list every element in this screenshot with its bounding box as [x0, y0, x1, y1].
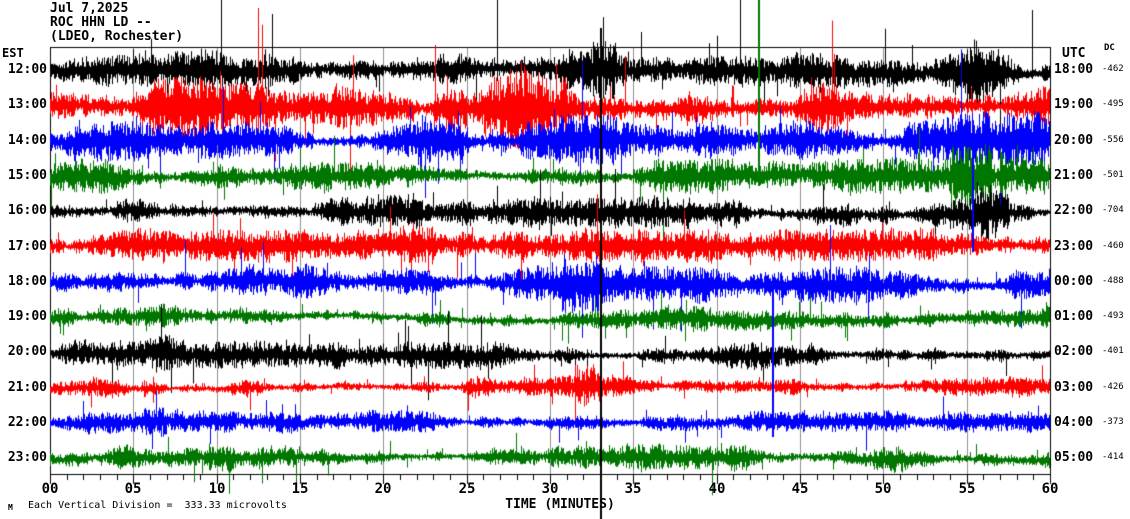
x-tick-label: 30	[541, 481, 559, 497]
dc-value: -704	[1102, 205, 1124, 216]
est-hour-label: 23:00	[7, 450, 47, 466]
utc-hour-label: 21:00	[1054, 167, 1094, 183]
est-hour-label: 16:00	[7, 203, 47, 219]
scale-note: Each Vertical Division = 333.33 microvol…	[28, 500, 287, 511]
dc-value: -501	[1102, 169, 1124, 180]
utc-hour-label: 05:00	[1054, 450, 1094, 466]
dc-value: -556	[1102, 134, 1124, 145]
utc-hour-label: 22:00	[1054, 203, 1094, 219]
dc-axis-label: DC	[1104, 43, 1115, 53]
x-tick-label: 50	[874, 481, 892, 497]
x-tick-label: 60	[1041, 481, 1059, 497]
x-tick-label: 45	[791, 481, 809, 497]
x-tick-label: 20	[374, 481, 392, 497]
utc-hour-label: 03:00	[1054, 379, 1094, 395]
est-hour-label: 15:00	[7, 167, 47, 183]
utc-hour-label: 20:00	[1054, 132, 1094, 148]
dc-value: -426	[1102, 381, 1124, 392]
title-station: ROC HHN LD --	[50, 15, 152, 30]
utc-hour-label: 02:00	[1054, 344, 1094, 360]
est-hour-label: 21:00	[7, 379, 47, 395]
logo-mark: M	[8, 503, 13, 512]
utc-hour-label: 04:00	[1054, 415, 1094, 430]
x-tick-label: 40	[708, 481, 726, 497]
utc-axis-label: UTC	[1062, 46, 1086, 61]
x-tick-label: 55	[958, 481, 976, 497]
dc-value: -373	[1102, 417, 1124, 427]
x-tick-label: 00	[41, 481, 59, 497]
est-axis-label: EST	[2, 46, 24, 60]
x-tick-label: 35	[624, 481, 642, 497]
utc-hour-label: 19:00	[1054, 97, 1094, 113]
est-hour-label: 19:00	[7, 309, 47, 325]
x-tick-label: 10	[208, 481, 226, 497]
dc-value: -462	[1102, 64, 1124, 74]
est-hour-label: 14:00	[7, 132, 47, 148]
est-hour-label: 13:00	[7, 97, 47, 113]
est-hour-label: 18:00	[7, 273, 47, 289]
x-tick-label: 15	[291, 481, 309, 497]
dc-value: -488	[1102, 275, 1124, 286]
utc-hour-label: 23:00	[1054, 238, 1094, 254]
utc-hour-label: 01:00	[1054, 309, 1094, 325]
utc-hour-label: 00:00	[1054, 273, 1094, 289]
est-hour-label: 12:00	[7, 62, 47, 77]
x-tick-label: 05	[124, 481, 142, 497]
x-axis-title: TIME (MINUTES)	[505, 497, 615, 512]
est-hour-label: 22:00	[7, 415, 47, 430]
dc-value: -401	[1102, 346, 1124, 357]
dc-value: -460	[1102, 240, 1124, 251]
title-network: (LDEO, Rochester)	[50, 29, 184, 44]
dc-value: -495	[1102, 99, 1124, 110]
est-hour-label: 17:00	[7, 238, 47, 254]
x-tick-label: 25	[458, 481, 476, 497]
dc-value: -493	[1102, 311, 1124, 322]
est-hour-label: 20:00	[7, 344, 47, 360]
utc-hour-label: 18:00	[1054, 62, 1094, 77]
title-date: Jul 7,2025	[50, 1, 129, 16]
dc-value: -414	[1102, 452, 1124, 463]
